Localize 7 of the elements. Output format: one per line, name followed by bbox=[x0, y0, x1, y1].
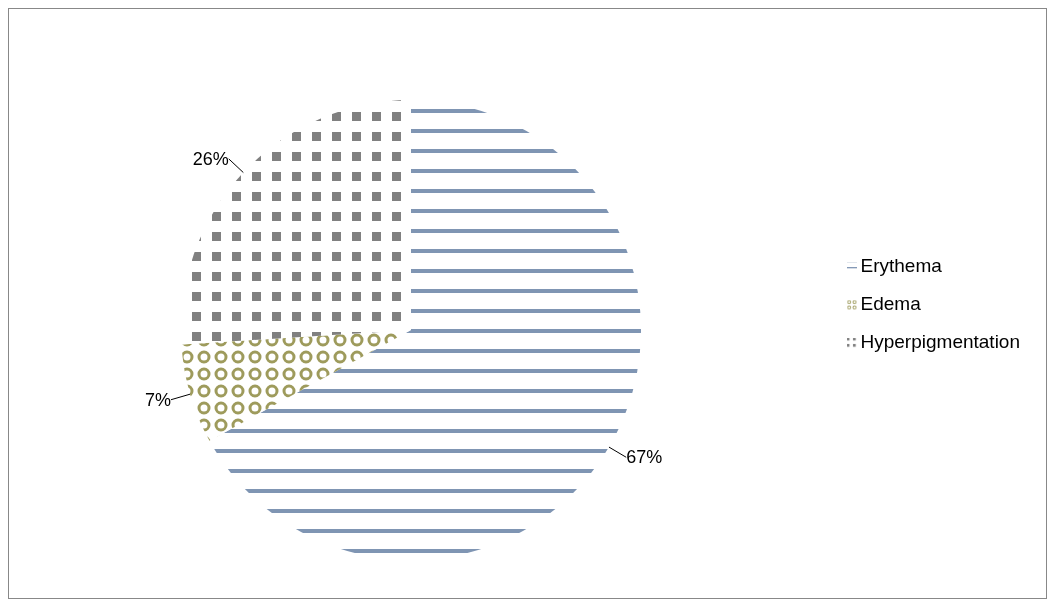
data-label: 26% bbox=[192, 148, 229, 169]
legend-label: Erythema bbox=[860, 254, 942, 276]
data-label: 7% bbox=[144, 389, 171, 410]
data-label: 67% bbox=[626, 447, 663, 468]
legend-label: Edema bbox=[860, 292, 921, 314]
pie-slice bbox=[181, 330, 411, 441]
legend-label: Hyperpigmentation bbox=[860, 330, 1020, 352]
